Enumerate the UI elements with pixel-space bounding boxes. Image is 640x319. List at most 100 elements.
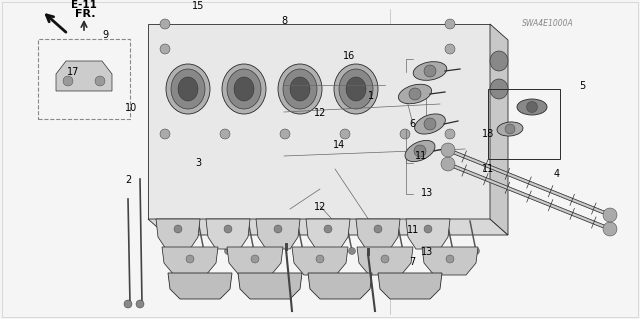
Ellipse shape	[497, 122, 523, 136]
Ellipse shape	[222, 64, 266, 114]
Text: 11: 11	[481, 164, 494, 174]
Circle shape	[300, 248, 307, 255]
Ellipse shape	[346, 77, 366, 101]
Polygon shape	[308, 273, 372, 299]
Text: 3: 3	[195, 158, 202, 168]
Text: 14: 14	[333, 140, 346, 150]
Circle shape	[409, 88, 421, 100]
Polygon shape	[162, 247, 218, 275]
Polygon shape	[56, 61, 112, 91]
Circle shape	[250, 248, 257, 255]
Ellipse shape	[490, 51, 508, 71]
Ellipse shape	[517, 99, 547, 115]
Circle shape	[160, 44, 170, 54]
Ellipse shape	[415, 114, 445, 134]
Circle shape	[349, 248, 355, 255]
Polygon shape	[378, 273, 442, 299]
Circle shape	[381, 255, 389, 263]
Polygon shape	[168, 273, 232, 299]
Circle shape	[400, 129, 410, 139]
Polygon shape	[238, 273, 302, 299]
Circle shape	[225, 248, 232, 255]
Circle shape	[472, 248, 479, 255]
Circle shape	[445, 44, 455, 54]
Ellipse shape	[490, 79, 508, 99]
Polygon shape	[406, 219, 450, 249]
Text: E-11: E-11	[71, 0, 97, 10]
Text: FR.: FR.	[75, 9, 95, 19]
Text: 11: 11	[406, 225, 419, 235]
Ellipse shape	[339, 69, 373, 109]
Polygon shape	[292, 247, 348, 275]
Polygon shape	[306, 219, 350, 249]
Text: 13: 13	[421, 247, 434, 257]
Circle shape	[399, 248, 406, 255]
Ellipse shape	[283, 69, 317, 109]
Text: 17: 17	[67, 67, 80, 77]
Polygon shape	[156, 219, 200, 249]
Circle shape	[95, 76, 105, 86]
Polygon shape	[490, 24, 508, 235]
Circle shape	[414, 145, 426, 157]
Polygon shape	[206, 219, 250, 249]
Circle shape	[340, 129, 350, 139]
Circle shape	[136, 300, 144, 308]
Text: 10: 10	[125, 103, 138, 114]
Text: 18: 18	[481, 129, 494, 139]
Circle shape	[424, 248, 431, 255]
Ellipse shape	[178, 77, 198, 101]
Circle shape	[424, 118, 436, 130]
Ellipse shape	[405, 140, 435, 162]
Circle shape	[603, 222, 617, 236]
Text: 8: 8	[282, 16, 288, 26]
Ellipse shape	[234, 77, 254, 101]
Polygon shape	[148, 219, 508, 235]
Text: 11: 11	[415, 151, 428, 161]
Ellipse shape	[334, 64, 378, 114]
Text: 15: 15	[192, 1, 205, 11]
Text: 13: 13	[421, 188, 434, 198]
Circle shape	[251, 255, 259, 263]
Ellipse shape	[171, 69, 205, 109]
Circle shape	[220, 129, 230, 139]
Circle shape	[200, 248, 207, 255]
Circle shape	[274, 225, 282, 233]
Circle shape	[160, 19, 170, 29]
Polygon shape	[356, 219, 400, 249]
Circle shape	[505, 124, 515, 134]
Text: 16: 16	[342, 51, 355, 61]
Circle shape	[445, 19, 455, 29]
Text: 4: 4	[554, 169, 560, 179]
Polygon shape	[148, 24, 490, 219]
Circle shape	[449, 248, 456, 255]
Text: 7: 7	[410, 256, 416, 267]
Ellipse shape	[227, 69, 261, 109]
Circle shape	[63, 76, 73, 86]
Circle shape	[174, 225, 182, 233]
Circle shape	[160, 129, 170, 139]
Text: 5: 5	[579, 81, 586, 91]
Ellipse shape	[290, 77, 310, 101]
Text: 12: 12	[314, 202, 326, 212]
Polygon shape	[256, 219, 300, 249]
Polygon shape	[422, 247, 478, 275]
Ellipse shape	[413, 62, 447, 80]
Circle shape	[441, 143, 455, 157]
Text: 12: 12	[314, 108, 326, 118]
Circle shape	[603, 208, 617, 222]
Circle shape	[186, 255, 194, 263]
Ellipse shape	[278, 64, 322, 114]
Circle shape	[280, 129, 290, 139]
Circle shape	[446, 255, 454, 263]
Circle shape	[316, 255, 324, 263]
Circle shape	[324, 225, 332, 233]
Circle shape	[441, 157, 455, 171]
Ellipse shape	[399, 84, 431, 104]
Circle shape	[224, 225, 232, 233]
Circle shape	[445, 129, 455, 139]
Circle shape	[527, 101, 538, 113]
Text: SWA4E1000A: SWA4E1000A	[522, 19, 574, 28]
Text: 1: 1	[368, 91, 374, 101]
Circle shape	[424, 65, 436, 77]
Circle shape	[177, 248, 184, 255]
